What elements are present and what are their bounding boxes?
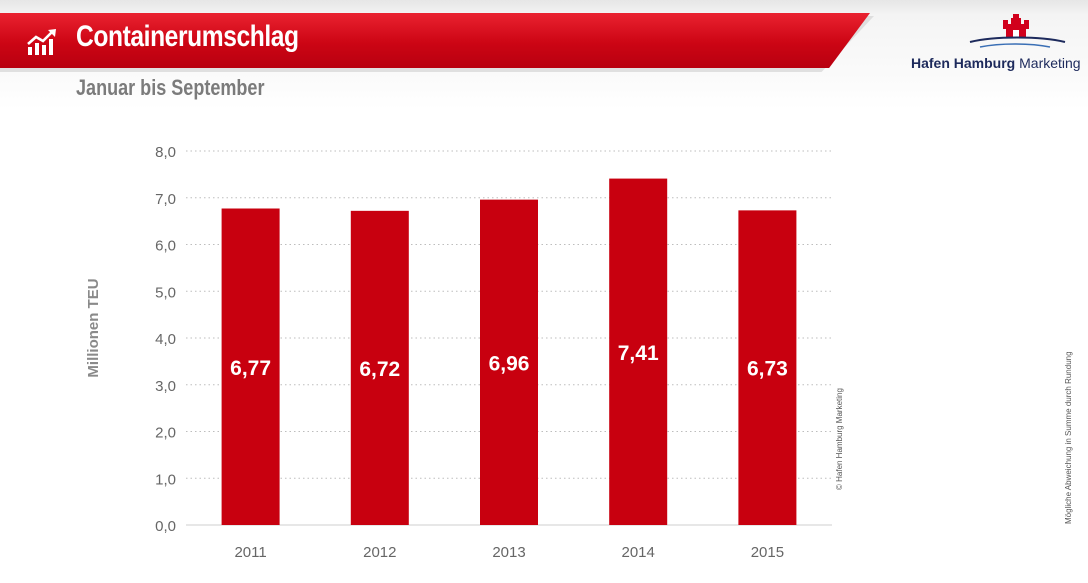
logo-wordmark-bold: Hafen Hamburg: [911, 55, 1016, 71]
y-tick-label: 6,0: [155, 238, 176, 255]
x-tick-label: 2012: [363, 544, 396, 561]
bar-value-label: 6,96: [489, 352, 530, 375]
y-tick-label: 0,0: [155, 518, 176, 535]
y-tick-label: 5,0: [155, 284, 176, 301]
bar-value-label: 6,73: [747, 358, 788, 381]
bar-value-label: 6,72: [359, 358, 400, 381]
page-title: Containerumschlag: [76, 20, 299, 53]
y-tick-label: 7,0: [155, 191, 176, 208]
bar-value-label: 7,41: [618, 342, 659, 365]
x-tick-label: 2013: [492, 544, 525, 561]
logo-wordmark: Hafen Hamburg Marketing: [911, 55, 1081, 71]
y-tick-label: 8,0: [155, 144, 176, 161]
y-tick-label: 1,0: [155, 471, 176, 488]
x-tick-label: 2011: [234, 544, 266, 561]
bar: [738, 210, 797, 525]
bar-value-label: 6,77: [230, 357, 271, 380]
rounding-note: Mögliche Abweichung in Summe durch Rundu…: [1064, 351, 1073, 524]
y-tick-label: 4,0: [155, 331, 176, 348]
bar: [350, 210, 409, 525]
bar: [609, 178, 668, 525]
x-tick-label: 2015: [751, 544, 784, 561]
page-subtitle: Januar bis September: [76, 75, 265, 100]
bar: [221, 208, 280, 525]
trend-chart-icon: [27, 29, 56, 55]
y-tick-label: 2,0: [155, 425, 176, 442]
copyright-note: © Hafen Hamburg Marketing: [835, 388, 844, 490]
bar: [480, 199, 538, 525]
top-strip: [0, 0, 1088, 14]
title-banner: [0, 13, 870, 68]
y-tick-label: 3,0: [155, 378, 176, 395]
hamburg-castle-logo: [969, 14, 1066, 48]
y-axis-title: Millionen TEU: [85, 278, 102, 377]
x-tick-label: 2014: [622, 544, 655, 561]
logo-wordmark-regular: Marketing: [1019, 55, 1081, 71]
